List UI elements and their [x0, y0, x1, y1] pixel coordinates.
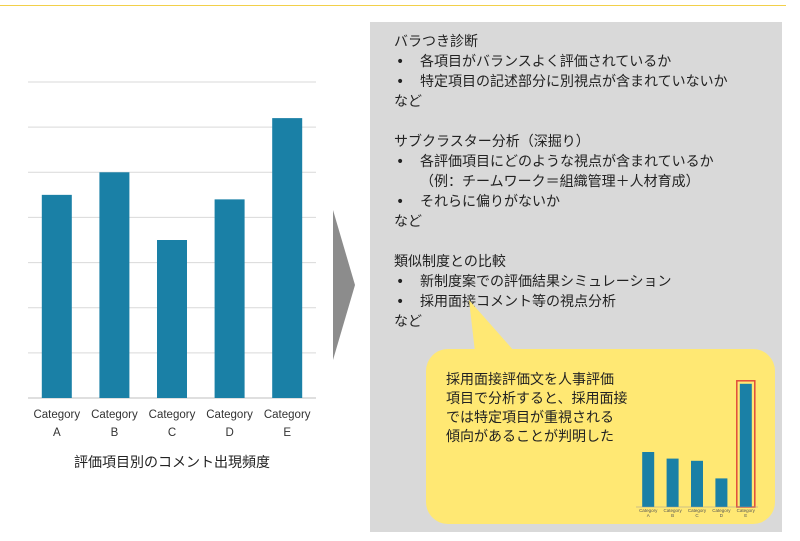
- bullet-item: 各評価項目にどのような視点が含まれているか: [394, 152, 774, 172]
- tick-label: D: [225, 427, 233, 439]
- tick-label: B: [671, 513, 674, 517]
- section-tail: など: [394, 314, 422, 330]
- tick-label: A: [647, 513, 650, 517]
- tick-label: Category: [737, 508, 756, 513]
- bullet-item: 各項目がバランスよく評価されているか: [394, 52, 774, 72]
- section-tail: など: [394, 94, 422, 110]
- tick-label: D: [720, 513, 724, 517]
- section-subcluster-analysis: サブクラスター分析（深掘り） 各評価項目にどのような視点が含まれているか （例：…: [394, 132, 774, 232]
- tick-label: C: [695, 513, 699, 517]
- tick-label: Category: [264, 409, 311, 421]
- bullet-continuation: （例：チームワーク＝組織管理＋人材育成）: [420, 174, 700, 190]
- callout-pointer: [469, 300, 515, 352]
- tick-label: Category: [663, 508, 682, 513]
- comment-frequency-bar-chart: Category A Category B Category C Category D Cate…: [28, 81, 316, 439]
- section-variance-diagnosis: バラつき診断 各項目がバランスよく評価されているか 特定項目の記述部分に別視点が…: [394, 32, 774, 112]
- bullet-item: 特定項目の記述部分に別視点が含まれていないか: [394, 72, 774, 92]
- section-title: サブクラスター分析（深掘り）: [394, 134, 590, 150]
- bullet-item: 新制度案での評価結果シミュレーション: [394, 272, 774, 292]
- tick-label: Category: [688, 508, 707, 513]
- section-tail: など: [394, 214, 422, 230]
- bar: [715, 478, 728, 507]
- tick-label: Category: [639, 508, 658, 513]
- chevron-right-icon: [333, 210, 355, 360]
- tick-label: Category: [712, 508, 731, 513]
- section-title: 類似制度との比較: [394, 254, 506, 270]
- bar: [691, 460, 703, 507]
- bullet-item: 採用面接コメント等の視点分析: [394, 292, 774, 312]
- finding-callout: 採用面接評価文を人事評価 項目で分析すると、採用面接 では特定項目が重視される …: [426, 349, 775, 524]
- bar: [666, 458, 679, 507]
- section-similar-system-comparison: 類似制度との比較 新制度案での評価結果シミュレーション 採用面接コメント等の視点…: [394, 252, 774, 332]
- bar: [157, 240, 187, 398]
- section-title: バラつき診断: [394, 34, 478, 50]
- bar: [739, 383, 752, 507]
- tick-label: Category: [33, 409, 80, 421]
- bullet-item: それらに偏りがないか: [394, 192, 774, 212]
- tick-label: A: [53, 427, 61, 439]
- chart-caption: 評価項目別のコメント出現頻度: [74, 455, 270, 471]
- callout-text: 採用面接評価文を人事評価 項目で分析すると、採用面接 では特定項目が重視される …: [446, 372, 628, 445]
- tick-label: C: [168, 427, 176, 439]
- interview-comment-mini-bar-chart: CategoryACategoryBCategoryCCategoryDCate…: [636, 380, 758, 517]
- tick-label: Category: [206, 409, 253, 421]
- bar: [642, 452, 655, 507]
- tick-label: B: [111, 427, 119, 439]
- top-divider-line: [0, 5, 786, 6]
- tick-label: Category: [91, 409, 138, 421]
- bar: [214, 199, 245, 398]
- bar: [41, 194, 72, 398]
- tick-label: E: [283, 427, 291, 439]
- bar: [99, 172, 130, 398]
- tick-label: Category: [149, 409, 196, 421]
- tick-label: E: [744, 513, 747, 517]
- bar: [272, 118, 303, 398]
